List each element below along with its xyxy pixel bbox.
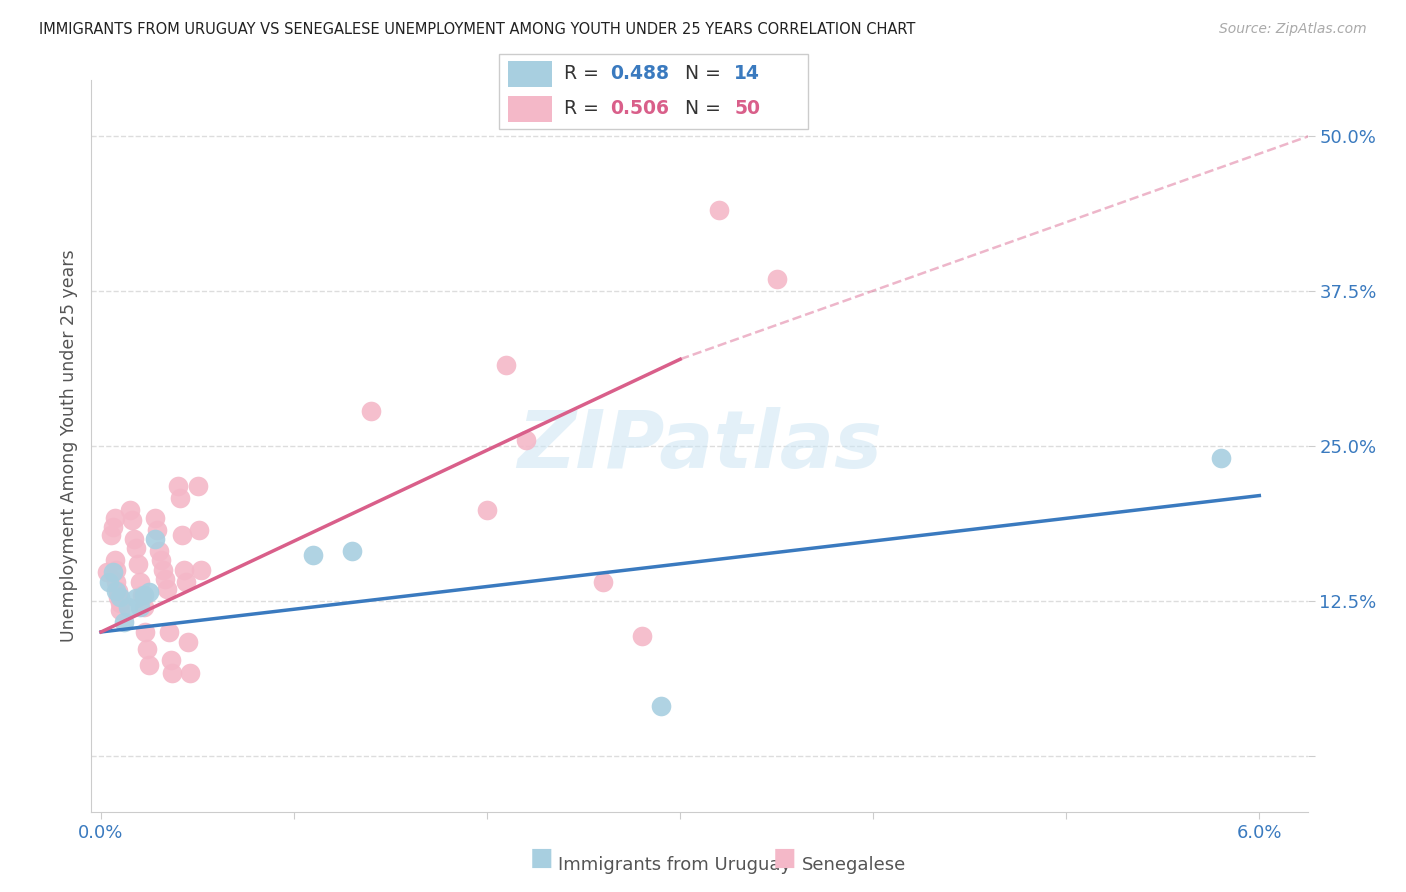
Point (138, 585, 160, 599)
FancyBboxPatch shape (499, 54, 808, 129)
Point (592, 575, 614, 590)
Text: ■: ■ (773, 846, 796, 870)
Text: 14: 14 (734, 64, 761, 84)
Text: Source: ZipAtlas.com: Source: ZipAtlas.com (1219, 22, 1367, 37)
Text: ■: ■ (530, 846, 553, 870)
Point (101, 566, 124, 580)
Bar (509, 62, 551, 87)
Point (121, 513, 143, 527)
Point (475, 503, 498, 517)
Text: IMMIGRANTS FROM URUGUAY VS SENEGALESE UNEMPLOYMENT AMONG YOUTH UNDER 25 YEARS CO: IMMIGRANTS FROM URUGUAY VS SENEGALESE UN… (39, 22, 915, 37)
Point (143, 511, 166, 525)
Point (148, 544, 170, 558)
Point (107, 584, 129, 599)
Point (650, 699, 672, 714)
Text: Senegalese: Senegalese (801, 856, 905, 874)
Point (1209, 451, 1232, 466)
Point (177, 635, 200, 649)
Point (146, 524, 169, 538)
Point (153, 572, 176, 586)
Point (118, 503, 141, 517)
Point (157, 624, 180, 639)
Point (134, 624, 156, 639)
Point (143, 532, 166, 546)
Point (138, 658, 160, 673)
Text: N =: N = (685, 99, 721, 119)
Point (765, 271, 787, 285)
Point (128, 575, 150, 590)
Point (159, 653, 181, 667)
Text: 0.488: 0.488 (610, 64, 669, 84)
Point (101, 519, 124, 533)
Text: 50: 50 (734, 99, 761, 119)
Text: R =: R = (564, 99, 599, 119)
Point (125, 591, 148, 606)
Point (188, 524, 211, 538)
Point (149, 553, 172, 567)
Text: Immigrants from Uruguay: Immigrants from Uruguay (558, 856, 792, 874)
Point (169, 491, 191, 505)
Point (156, 582, 179, 596)
Point (174, 575, 197, 590)
Point (96, 566, 118, 580)
Point (103, 511, 125, 525)
Point (136, 642, 159, 657)
Point (360, 404, 382, 418)
Point (110, 591, 132, 605)
Point (103, 553, 125, 567)
Point (495, 359, 517, 373)
Point (131, 588, 153, 602)
Point (110, 602, 132, 616)
Point (117, 600, 139, 615)
Point (302, 548, 325, 562)
Point (128, 600, 150, 615)
Point (515, 433, 537, 447)
Point (179, 665, 201, 680)
Point (105, 563, 128, 577)
Point (122, 532, 145, 546)
Point (630, 629, 652, 643)
Point (173, 563, 195, 577)
Point (190, 563, 212, 577)
Point (187, 478, 209, 492)
Point (105, 575, 128, 590)
Point (707, 203, 730, 218)
Point (125, 541, 148, 555)
Point (167, 478, 190, 492)
Point (152, 563, 174, 577)
Point (112, 615, 135, 629)
Point (100, 528, 122, 542)
Point (105, 584, 128, 599)
Point (107, 591, 129, 605)
Text: N =: N = (685, 64, 721, 84)
Point (127, 557, 149, 571)
Text: ZIPatlas: ZIPatlas (517, 407, 882, 485)
Text: 0.506: 0.506 (610, 99, 669, 119)
Point (340, 544, 363, 558)
Y-axis label: Unemployment Among Youth under 25 years: Unemployment Among Youth under 25 years (59, 250, 77, 642)
Point (172, 528, 194, 542)
Point (132, 600, 155, 615)
Point (162, 665, 184, 680)
Bar (509, 96, 551, 122)
Point (132, 588, 155, 602)
Point (110, 597, 132, 611)
Point (97, 575, 120, 590)
Text: R =: R = (564, 64, 599, 84)
